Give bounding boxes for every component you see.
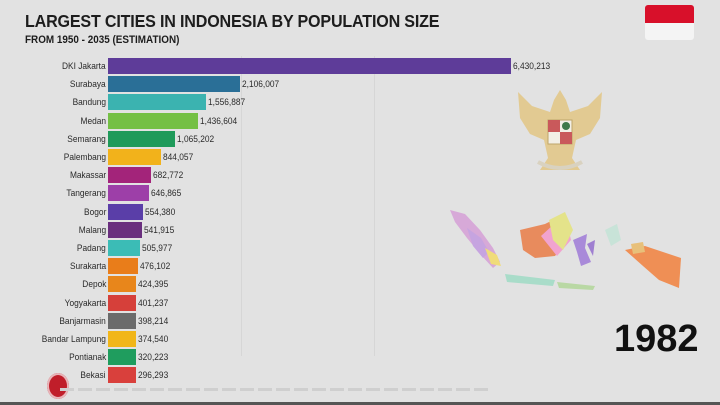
chart-title: LARGEST CITIES IN INDONESIA BY POPULATIO…	[25, 11, 440, 31]
city-label: Bandung	[72, 97, 106, 109]
bar-row: Depok 424,395	[0, 276, 600, 293]
city-label: DKI Jakarta	[62, 61, 106, 72]
bar-row: Malang 541,915	[0, 221, 600, 239]
population-bar	[108, 76, 240, 93]
indonesia-flag-icon	[645, 5, 694, 40]
bar-row: Makassar 682,772	[0, 167, 600, 184]
bar-row: Surabaya 2,106,007	[0, 76, 600, 93]
bar-row: Surakarta 476,102	[0, 258, 600, 275]
city-label: Bogor	[83, 206, 106, 218]
population-bar	[108, 367, 136, 384]
population-bar	[108, 185, 149, 202]
population-value: 296,293	[138, 370, 169, 382]
bar-row: Yogyakarta 401,237	[0, 294, 600, 312]
population-bar	[108, 167, 151, 184]
city-label: Bekasi	[80, 370, 106, 382]
population-value: 401,237	[138, 297, 169, 309]
population-value: 541,915	[143, 224, 175, 236]
population-bar	[108, 149, 161, 165]
city-label: Makassar	[69, 170, 106, 182]
city-label: Padang	[77, 243, 106, 254]
population-bar	[108, 312, 136, 329]
city-label: Pontianak	[68, 352, 106, 364]
bar-row: Pontianak 320,223	[0, 349, 600, 366]
video-progress-bar[interactable]	[0, 402, 720, 405]
bar-chart: DKI Jakarta 6,430,213 Surabaya 2,106,007 Ban…	[0, 56, 600, 384]
population-bar	[108, 130, 175, 147]
timeline-track	[60, 388, 490, 391]
bar-row: DKI Jakarta 6,430,213	[0, 58, 600, 75]
population-value: 320,223	[138, 352, 169, 364]
population-value: 682,772	[152, 170, 184, 182]
gridline	[374, 56, 375, 356]
population-value: 476,102	[139, 261, 171, 273]
city-label: Banjarmasin	[59, 315, 106, 327]
population-value: 1,556,887	[207, 97, 245, 109]
population-value: 1,436,604	[200, 115, 238, 127]
chart-subtitle: FROM 1950 - 2035 (ESTIMATION)	[25, 34, 180, 46]
city-label: Surabaya	[70, 79, 106, 91]
city-label: Surakarta	[69, 261, 106, 273]
year-counter: 1982	[614, 318, 699, 360]
bar-row: Bandar Lampung 374,540	[0, 331, 600, 348]
population-bar	[108, 294, 136, 311]
bar-row: Tangerang 646,865	[0, 185, 600, 202]
population-value: 398,214	[138, 315, 169, 327]
city-label: Semarang	[67, 133, 106, 145]
bar-row: Banjarmasin 398,214	[0, 312, 600, 330]
population-value: 6,430,213	[513, 61, 551, 72]
population-bar	[108, 112, 199, 129]
population-bar	[108, 258, 138, 275]
garuda-pancasila-emblem-icon	[518, 90, 602, 170]
bar-row: Medan 1,436,604	[0, 112, 600, 130]
bar-row: Padang 505,977	[0, 240, 600, 257]
city-label: Medan	[80, 115, 106, 127]
flag-white-stripe	[645, 22, 694, 40]
population-value: 424,395	[138, 279, 169, 291]
population-bar	[108, 221, 142, 238]
city-label: Palembang	[63, 152, 106, 163]
population-value: 505,977	[141, 243, 172, 254]
population-value: 1,065,202	[176, 133, 214, 145]
channel-logo-icon	[47, 373, 69, 399]
city-label: Bandar Lampung	[41, 334, 106, 345]
population-value: 2,106,007	[241, 79, 280, 91]
bar-row: Bandung 1,556,887	[0, 94, 600, 111]
population-value: 374,540	[138, 334, 169, 345]
city-label: Tangerang	[66, 188, 106, 200]
population-value: 844,057	[162, 152, 194, 163]
city-label: Depok	[81, 279, 106, 291]
indonesia-map-icon	[450, 210, 681, 290]
population-bar	[108, 331, 136, 347]
bar-row: Bogor 554,380	[0, 203, 600, 221]
population-value: 554,380	[144, 206, 175, 218]
bar-row: Bekasi 296,293	[0, 367, 600, 384]
population-bar	[108, 94, 206, 111]
gridline	[241, 56, 242, 356]
flag-red-stripe	[645, 5, 694, 23]
population-bar	[108, 276, 136, 293]
population-value: 646,865	[150, 188, 181, 200]
population-bar	[108, 203, 143, 220]
population-bar	[108, 240, 140, 256]
city-label: Malang	[78, 224, 106, 236]
bar-row: Palembang 844,057	[0, 149, 600, 166]
bar-row: Semarang 1,065,202	[0, 130, 600, 148]
population-bar	[108, 349, 136, 366]
city-label: Yogyakarta	[64, 297, 106, 309]
population-bar	[108, 58, 511, 74]
